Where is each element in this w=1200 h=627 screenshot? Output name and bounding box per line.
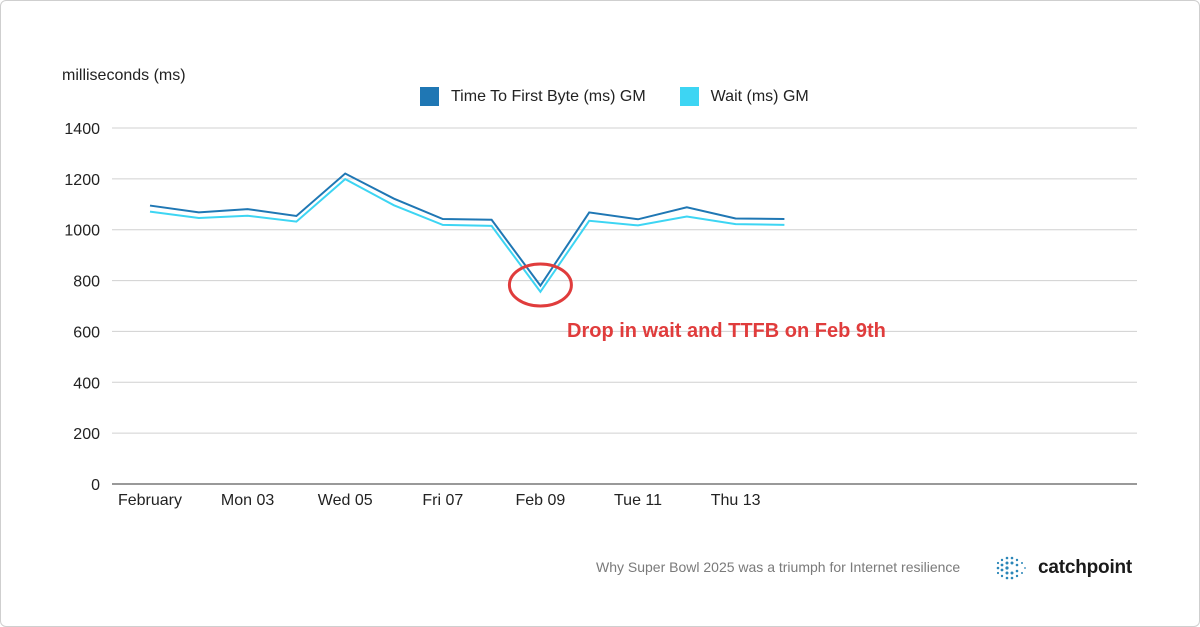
brand-logo: catchpoint — [992, 553, 1132, 583]
x-tick-label: Mon 03 — [221, 492, 274, 509]
y-tick-label: 800 — [73, 274, 100, 291]
y-tick-label: 0 — [91, 477, 100, 494]
y-tick-label: 1000 — [64, 223, 100, 240]
legend-label-wait: Wait (ms) GM — [710, 87, 809, 105]
annotation-text: Drop in wait and TTFB on Feb 9th — [567, 320, 886, 342]
legend-item-wait[interactable]: Wait (ms) GM — [679, 87, 809, 106]
y-tick-label: 400 — [73, 375, 100, 392]
y-axis-label: milliseconds (ms) — [62, 67, 186, 84]
legend-swatch-ttfb — [420, 87, 439, 106]
x-tick-label: February — [118, 492, 182, 509]
x-tick-label: Fri 07 — [422, 492, 463, 509]
catchpoint-logo-icon — [996, 556, 1026, 580]
footer-caption: Why Super Bowl 2025 was a triumph for In… — [596, 559, 961, 575]
y-tick-label: 1200 — [64, 172, 100, 189]
legend: Time To First Byte (ms) GM Wait (ms) GM — [420, 87, 843, 106]
x-tick-label: Wed 05 — [318, 492, 373, 509]
series-line-wait — [149, 177, 785, 294]
legend-item-ttfb[interactable]: Time To First Byte (ms) GM — [420, 87, 646, 106]
x-tick-label: Feb 09 — [515, 492, 565, 509]
x-tick-label: Tue 11 — [614, 492, 662, 509]
annotation-circle — [507, 262, 573, 308]
brand-name: catchpoint — [1038, 557, 1133, 578]
y-tick-label: 600 — [73, 324, 100, 341]
legend-swatch-wait — [679, 87, 699, 106]
y-tick-label: 200 — [73, 426, 100, 443]
legend-label-ttfb: Time To First Byte (ms) GM — [451, 87, 646, 105]
series-line-ttfb — [149, 172, 785, 288]
x-tick-label: Thu 13 — [711, 492, 761, 509]
y-tick-label: 1400 — [64, 121, 100, 138]
